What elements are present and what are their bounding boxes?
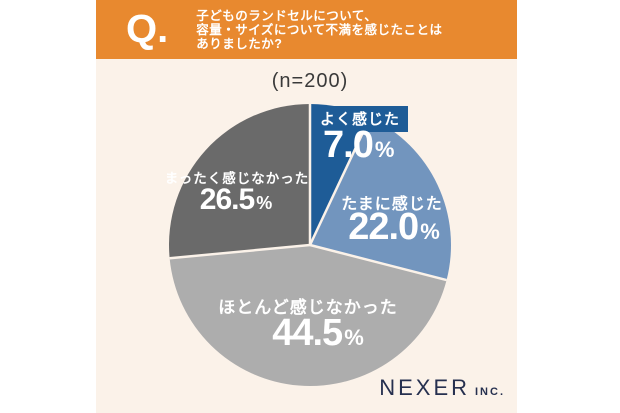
- brand-name: NEXER: [379, 375, 470, 400]
- question-line-2: 容量・サイズについて不満を感じたことは: [196, 22, 443, 37]
- pie-segment-0: [310, 104, 371, 245]
- pie-label-name-1: たまに感じた: [341, 196, 443, 213]
- pie-separator: [308, 116, 372, 246]
- percent-sign-1: %: [420, 219, 440, 244]
- pie-segment-3: [169, 104, 310, 259]
- percent-sign-2: %: [344, 325, 364, 350]
- pie-segment-2: [169, 245, 447, 386]
- percent-sign-0: %: [374, 137, 395, 162]
- pie-label-value-3: 26.5%: [200, 183, 272, 217]
- pie-value-3: 26.5: [199, 183, 255, 216]
- pie-value-2: 44.5: [272, 312, 343, 354]
- pie-label-name-3: まったく感じなかった: [164, 171, 310, 186]
- pie-label-value-0: 7.0%: [323, 124, 394, 167]
- pie-label-name-2: ほとんど感じなかった: [218, 298, 398, 317]
- question-text: 子どものランドセルについて、 容量・サイズについて不満を感じたことは ありました…: [196, 9, 442, 51]
- pie-label-value-2: 44.5%: [272, 312, 364, 355]
- pie-separator: [309, 243, 447, 282]
- pie-label-value-1: 22.0%: [348, 206, 440, 249]
- pie-value-1: 22.0: [348, 206, 419, 248]
- question-header: Q. 子どものランドセルについて、 容量・サイズについて不満を感じたことは あり…: [96, 0, 517, 59]
- pie-value-0: 7.0: [323, 124, 374, 166]
- question-line-1: 子どものランドセルについて、: [196, 8, 378, 23]
- brand-suffix: INC.: [475, 386, 505, 398]
- brand-logo: NEXER INC.: [379, 375, 505, 401]
- pie-segment-1: [310, 117, 452, 281]
- sample-size-label: (n=200): [271, 70, 349, 92]
- question-mark: Q.: [126, 6, 169, 51]
- pie-separator: [169, 243, 311, 260]
- percent-sign-3: %: [256, 193, 273, 213]
- pie-label-name-0: よく感じた: [316, 106, 409, 132]
- question-line-3: ありましたか?: [196, 36, 283, 51]
